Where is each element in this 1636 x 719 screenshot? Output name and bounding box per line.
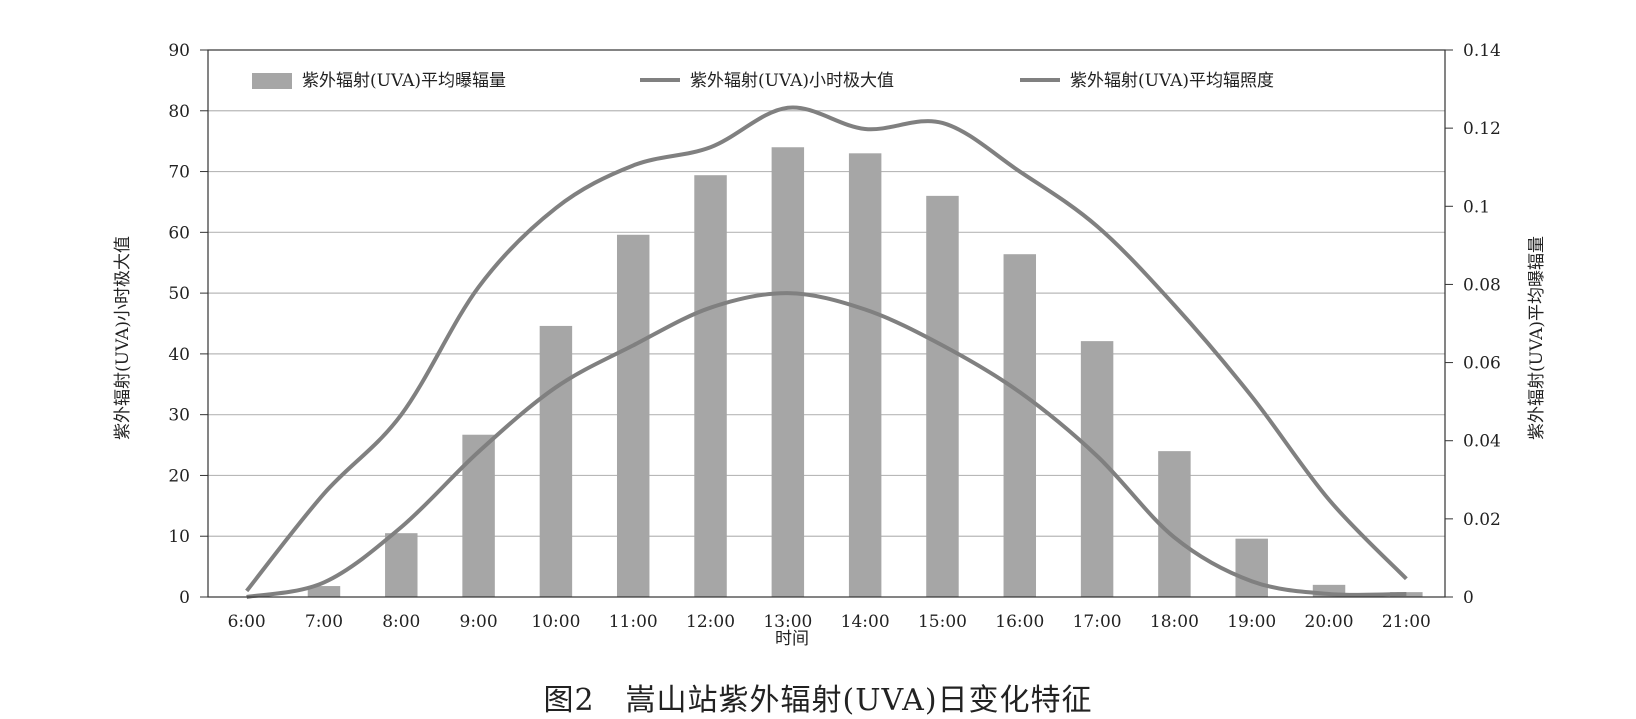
bar	[1158, 451, 1190, 597]
y-left-tick-label: 60	[168, 223, 190, 243]
x-tick-label: 6:00	[228, 612, 266, 632]
bar	[694, 175, 726, 597]
x-tick-label: 18:00	[1150, 612, 1199, 632]
legend-label: 紫外辐射(UVA)平均曝辐量	[302, 71, 506, 91]
bar	[385, 533, 417, 597]
y-right-tick-label: 0	[1463, 588, 1474, 608]
x-tick-label: 17:00	[1073, 612, 1122, 632]
legend-swatch-bar	[252, 73, 292, 89]
y-left-tick-label: 50	[168, 284, 190, 304]
y-left-tick-label: 90	[168, 41, 190, 61]
y-left-tick-label: 80	[168, 102, 190, 122]
y-left-tick-label: 10	[168, 527, 190, 547]
y-right-tick-label: 0.02	[1463, 510, 1501, 530]
bar	[540, 326, 572, 597]
y-right-tick-label: 0.12	[1463, 119, 1501, 139]
y-axis-right-title: 紫外辐射(UVA)平均曝辐量	[1527, 236, 1547, 440]
y-left-tick-label: 30	[168, 406, 190, 426]
x-tick-label: 11:00	[609, 612, 658, 632]
x-tick-label: 20:00	[1305, 612, 1354, 632]
line-hourly-max	[247, 107, 1407, 590]
axes: 0 10 20 30 40 50 60 70 80 90 0 0.02 0.04 0.06 0.08 0.1 0…	[168, 41, 1501, 632]
legend-label: 紫外辐射(UVA)平均辐照度	[1070, 71, 1274, 91]
y-right-tick-label: 0.14	[1463, 41, 1501, 61]
legend: 紫外辐射(UVA)平均曝辐量 紫外辐射(UVA)小时极大值 紫外辐射(UVA)平均辐…	[252, 71, 1274, 91]
bar	[1004, 254, 1036, 597]
line-series	[247, 107, 1407, 597]
x-tick-label: 9:00	[460, 612, 498, 632]
bar	[462, 435, 494, 597]
line-average-irradiance	[247, 293, 1407, 597]
legend-label: 紫外辐射(UVA)小时极大值	[690, 71, 894, 91]
bar	[926, 196, 958, 597]
y-right-tick-label: 0.04	[1463, 432, 1501, 452]
bar	[1235, 539, 1267, 597]
bar	[849, 153, 881, 597]
x-tick-label: 8:00	[382, 612, 420, 632]
x-tick-label: 12:00	[686, 612, 735, 632]
y-left-tick-label: 20	[168, 466, 190, 486]
x-tick-label: 10:00	[531, 612, 580, 632]
x-tick-label: 7:00	[305, 612, 343, 632]
x-tick-label: 15:00	[918, 612, 967, 632]
plot-frame	[208, 50, 1445, 597]
gridlines	[208, 111, 1445, 536]
bar-series	[308, 147, 1423, 597]
y-right-tick-label: 0.08	[1463, 275, 1501, 295]
x-tick-label: 19:00	[1227, 612, 1276, 632]
y-axis-left-title: 紫外辐射(UVA)小时极大值	[113, 236, 133, 440]
x-tick-label: 14:00	[841, 612, 890, 632]
x-axis-title: 时间	[775, 629, 809, 649]
bar	[617, 235, 649, 597]
x-tick-label: 21:00	[1382, 612, 1431, 632]
y-right-tick-label: 0.06	[1463, 354, 1501, 374]
figure-caption: 图2 嵩山站紫外辐射(UVA)日变化特征	[0, 675, 1636, 719]
bar	[772, 147, 804, 597]
y-left-tick-label: 70	[168, 163, 190, 183]
x-tick-label: 16:00	[995, 612, 1044, 632]
y-left-tick-label: 40	[168, 345, 190, 365]
y-left-tick-label: 0	[179, 588, 190, 608]
y-right-tick-label: 0.1	[1463, 197, 1490, 217]
